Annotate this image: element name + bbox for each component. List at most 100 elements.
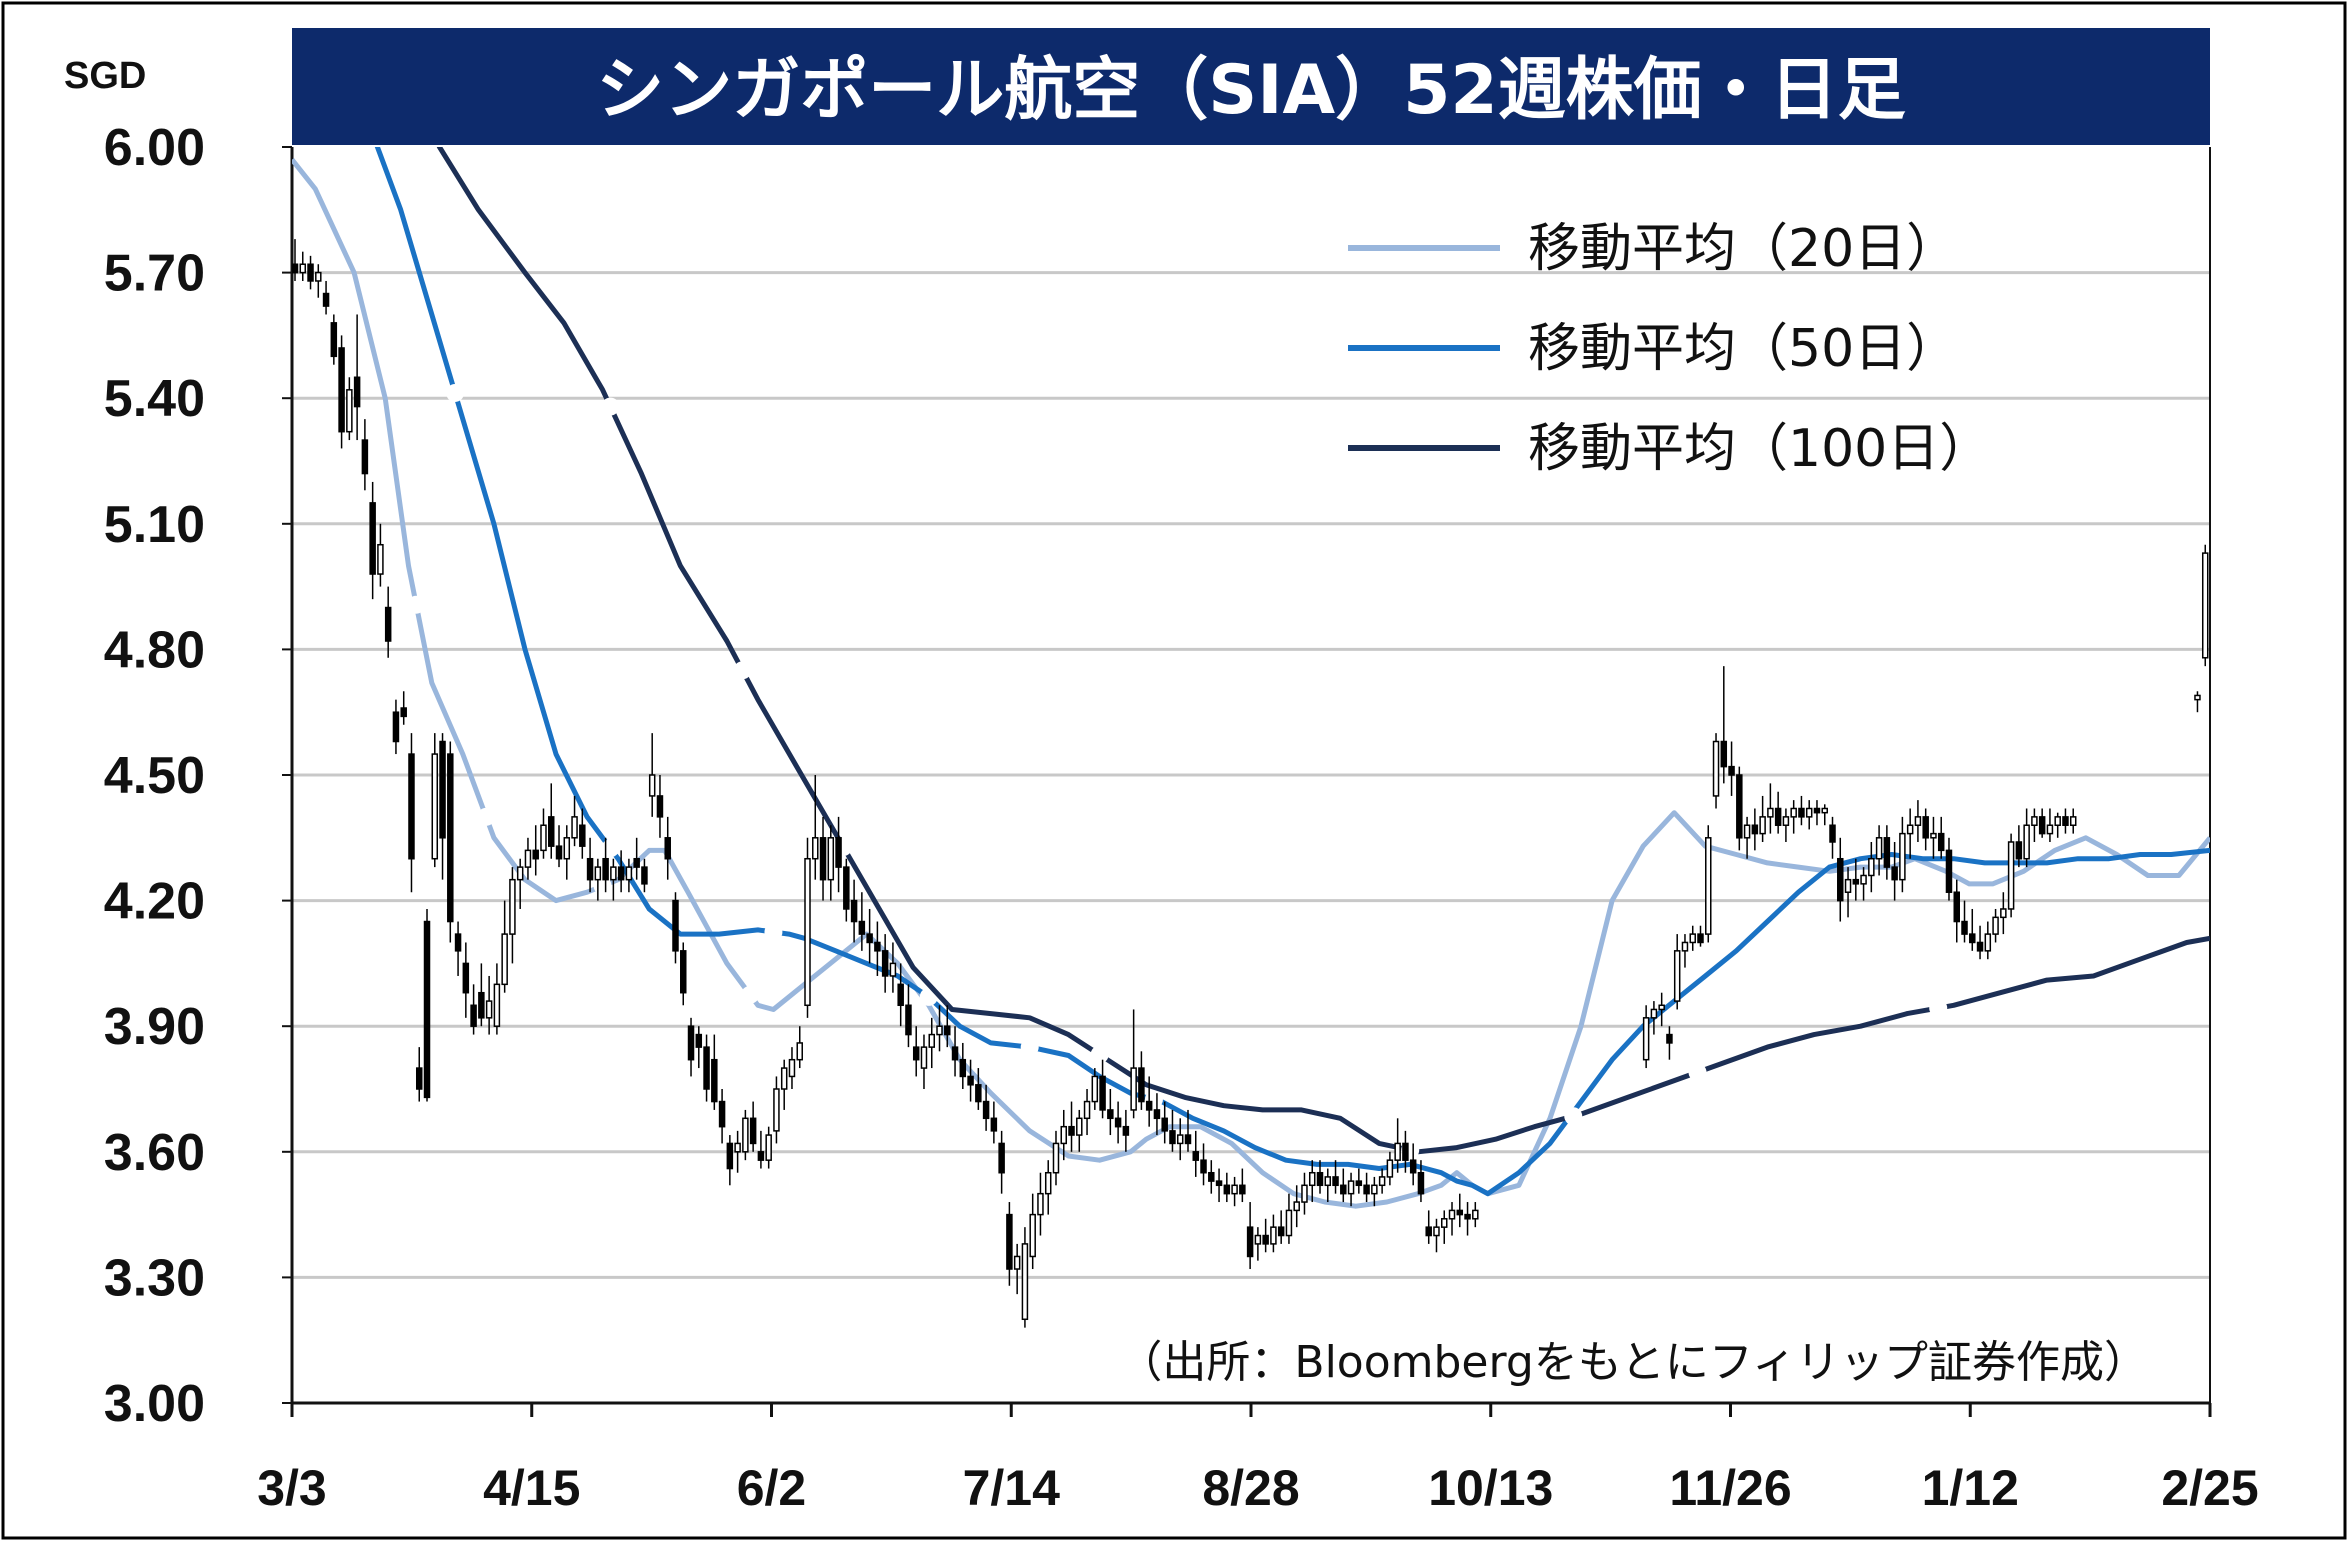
candle-body — [1246, 1226, 1254, 1258]
candle-body — [2062, 816, 2069, 826]
candle-body — [423, 920, 431, 1099]
candle-body — [633, 857, 640, 868]
candle-body — [1114, 1117, 1122, 1128]
candle-body — [1044, 1171, 1052, 1195]
candle-body — [2000, 908, 2007, 919]
candle-body — [765, 1134, 772, 1161]
candle-body — [602, 857, 609, 881]
candle-body — [773, 1088, 780, 1132]
candle-body — [540, 824, 547, 852]
candle-body — [874, 941, 881, 952]
candle-body — [377, 543, 384, 575]
candle-body — [1301, 1184, 1308, 1203]
candle-body — [1433, 1226, 1440, 1237]
candle-body — [858, 920, 866, 935]
ma-gap — [1020, 1038, 1039, 1057]
y-tick-label: 6.00 — [104, 119, 205, 177]
candle-body — [1006, 1213, 1013, 1270]
candle-body — [1860, 874, 1867, 885]
candle-body — [478, 991, 485, 1019]
x-tick-labels: 3/3 4/15 6/2 7/14 8/28 10/13 11/26 1/12 2/25 — [257, 1460, 2258, 1516]
candle-body — [866, 933, 873, 944]
candle-body — [617, 866, 625, 881]
candle-body — [827, 837, 835, 881]
candle-body — [1650, 1008, 1658, 1019]
candle-body — [516, 866, 524, 881]
candle-body — [454, 933, 462, 952]
ma-gap — [601, 397, 620, 416]
candle-body — [1200, 1159, 1207, 1174]
candle-body — [532, 849, 539, 860]
candle-body — [1899, 832, 1906, 881]
y-tick-label: 4.80 — [104, 621, 205, 679]
candle-body — [408, 753, 415, 860]
ma-gap — [764, 923, 783, 941]
candle-body — [1681, 941, 1689, 952]
candle-body — [1324, 1176, 1332, 1187]
candle-body — [1215, 1180, 1223, 1187]
candle-body — [493, 983, 501, 1027]
ma-gap — [733, 661, 752, 680]
candle-body — [1906, 824, 1914, 835]
candle-body — [1021, 1243, 1029, 1321]
candle-body — [2046, 824, 2054, 835]
candle-body — [462, 962, 470, 994]
candle-body — [1868, 857, 1875, 877]
candle-body — [1208, 1171, 1215, 1182]
ma-gap — [446, 383, 465, 402]
candle-body — [1076, 1117, 1083, 1136]
candle-body — [2038, 816, 2046, 835]
candle-body — [1386, 1159, 1394, 1178]
candle-body — [1448, 1209, 1456, 1220]
candle-body — [548, 816, 555, 847]
ma-gap — [1929, 999, 1948, 1018]
y-tick-label: 4.20 — [104, 873, 205, 931]
candle-body — [1464, 1213, 1471, 1220]
candle-body — [610, 866, 617, 881]
candle-body — [555, 845, 563, 860]
x-tick-label: 6/2 — [737, 1460, 807, 1516]
candle-body — [959, 1058, 967, 1078]
candle-body — [400, 707, 407, 718]
candle-body — [672, 899, 679, 952]
candle-body — [982, 1100, 990, 1120]
candle-body — [912, 1046, 920, 1061]
candle-body — [788, 1058, 796, 1078]
candle-body — [1720, 740, 1728, 768]
candle-body — [1378, 1176, 1386, 1187]
candle-body — [998, 1142, 1005, 1174]
candle-body — [1122, 1125, 1130, 1136]
candle-body — [812, 837, 819, 860]
candle-body — [1883, 837, 1891, 868]
candle-body — [1169, 1130, 1176, 1145]
candle-body — [1083, 1100, 1091, 1120]
candle-body — [1176, 1134, 1184, 1145]
legend: 移動平均（20日） 移動平均（50日） 移動平均（100日） — [1348, 219, 1991, 479]
candle-body — [951, 1046, 959, 1061]
candle-body — [1145, 1100, 1153, 1111]
y-tick-label: 5.40 — [104, 370, 205, 428]
candle-body — [1743, 824, 1751, 839]
candle-body — [656, 795, 664, 818]
candle-body — [485, 1000, 493, 1019]
candle-body — [292, 263, 299, 274]
candle-body — [361, 439, 369, 475]
candle-body — [1091, 1075, 1099, 1103]
candle-body — [1689, 933, 1696, 944]
candle-body — [524, 849, 532, 868]
x-tick-label: 8/28 — [1202, 1460, 1299, 1516]
candle-body — [2023, 824, 2030, 860]
ma-gap — [477, 807, 496, 826]
candle-body — [1254, 1234, 1262, 1245]
candle-body — [975, 1084, 982, 1103]
candle-body — [1891, 866, 1898, 881]
candle-body — [718, 1100, 726, 1128]
candle-body — [1821, 807, 1828, 814]
ma-gap — [1688, 1063, 1707, 1082]
candle-body — [680, 950, 687, 994]
candle-body — [1308, 1171, 1316, 1187]
candle-body — [322, 292, 330, 307]
candle-body — [1829, 824, 1836, 843]
candle-body — [905, 1004, 912, 1036]
